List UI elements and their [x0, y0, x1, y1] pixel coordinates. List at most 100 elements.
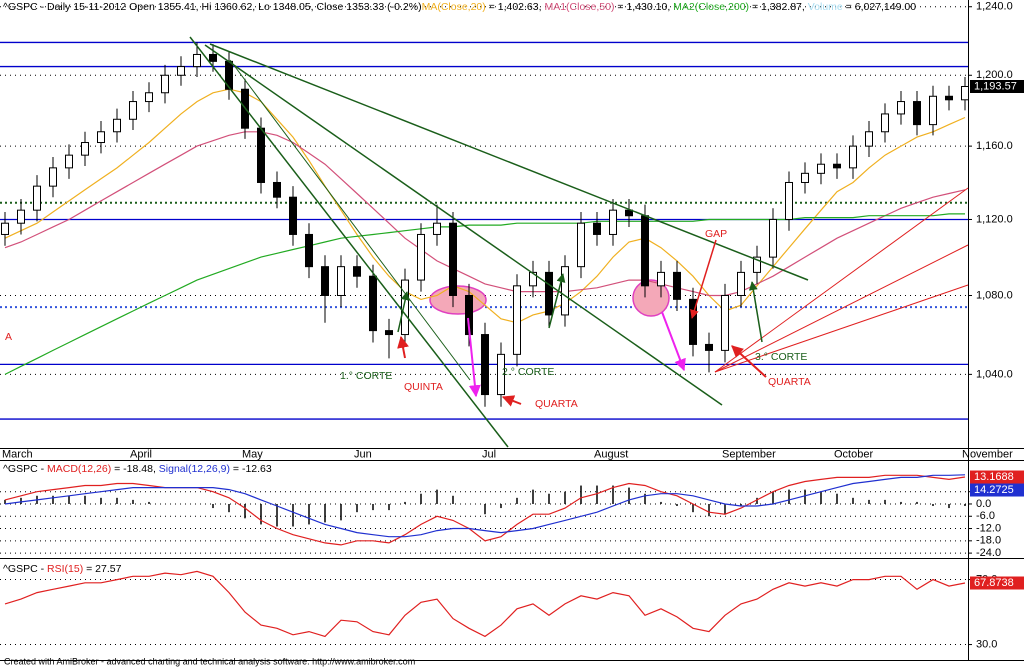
- candle-body: [833, 163, 841, 169]
- trend-line: [204, 44, 723, 406]
- moving-average: [4, 213, 965, 375]
- annotation: A: [5, 331, 12, 343]
- candle-body: [177, 66, 185, 76]
- legend-name: MA2(Close,200): [673, 1, 749, 13]
- legend-name: Volume: [808, 1, 843, 13]
- legend-name: RSI(15): [47, 563, 83, 575]
- candle-body: [545, 271, 553, 316]
- y-tick-label: 1,200.0: [976, 69, 1013, 81]
- candle-body: [577, 222, 585, 268]
- x-tick-label: Jun: [354, 448, 372, 460]
- candle-body: [369, 275, 377, 332]
- legend-value: = 1,382.87,: [749, 1, 808, 13]
- y-tick-label: 1,040.0: [976, 368, 1013, 380]
- arrow: [397, 291, 410, 333]
- candle-body: [385, 330, 393, 336]
- candle-body: [289, 196, 297, 235]
- candle-body: [273, 181, 281, 198]
- arrow: [690, 239, 717, 319]
- x-tick-label: March: [2, 448, 33, 460]
- annotation: QUARTA: [535, 398, 578, 410]
- header-title: ^GSPC -: [3, 563, 47, 575]
- candle-body: [881, 113, 889, 133]
- candle-body: [417, 233, 425, 281]
- arrow: [748, 281, 763, 343]
- candle-body: [689, 298, 697, 345]
- x-tick-label: April: [130, 448, 152, 460]
- candle-body: [817, 163, 825, 174]
- x-tick-label: May: [242, 448, 263, 460]
- y-tick-label: 1,120.0: [976, 213, 1013, 225]
- candle-body: [769, 218, 777, 258]
- candle-body: [353, 266, 361, 277]
- legend-value: = 6,027,149.00: [843, 1, 916, 13]
- candle-body: [657, 271, 665, 287]
- candle-body: [33, 185, 41, 211]
- legend-name: MA1(Close,50): [544, 1, 614, 13]
- candle-body: [513, 285, 521, 355]
- candle-body: [593, 222, 601, 235]
- candle-body: [929, 95, 937, 126]
- candle-body: [17, 209, 25, 224]
- header-title: ^GSPC -: [3, 463, 47, 475]
- y-tick-label: -18.0: [976, 535, 1001, 547]
- candle-body: [737, 271, 745, 296]
- candle-body: [257, 127, 265, 183]
- y-tick-label: 1,160.0: [976, 140, 1013, 152]
- legend-value: = 1,402.63,: [486, 1, 545, 13]
- candle-body: [641, 215, 649, 287]
- last-value-box: [970, 79, 1024, 93]
- candle-body: [145, 92, 153, 103]
- candle-body: [705, 343, 713, 351]
- y-tick-label: 30.0: [976, 638, 997, 650]
- annotation: QUARTA: [768, 376, 811, 388]
- candle-body: [609, 209, 617, 235]
- y-tick-label: -6.0: [976, 510, 995, 522]
- candle-body: [129, 101, 137, 120]
- moving-average: [4, 131, 966, 297]
- last-value-box: [970, 483, 1024, 497]
- candle-body: [193, 53, 201, 68]
- fan-line: [714, 187, 969, 373]
- header-title: ^GSPC - Daily 15-11-2012 Open 1355.41, H…: [3, 1, 422, 13]
- legend-name: MACD(12,26): [47, 463, 111, 475]
- candle-body: [961, 85, 969, 101]
- candle-body: [401, 279, 409, 336]
- candle-body: [113, 118, 121, 133]
- candle-body: [1, 222, 9, 235]
- candle-body: [529, 271, 537, 287]
- trend-drawings: [189, 36, 969, 448]
- legend-name: Signal(12,26,9): [159, 463, 230, 475]
- candle-body: [161, 74, 169, 94]
- last-value-label: 13.1688: [974, 471, 1014, 483]
- x-tick-label: September: [722, 448, 776, 460]
- candle-body: [897, 101, 905, 115]
- annotation: GAP: [705, 228, 727, 240]
- legend-value: = 1,430.10,: [614, 1, 673, 13]
- legend-value: = -18.48,: [111, 463, 159, 475]
- y-tick-label: -12.0: [976, 522, 1001, 534]
- x-tick-label: November: [962, 448, 1013, 460]
- panel-header: ^GSPC - Daily 15-11-2012 Open 1355.41, H…: [3, 1, 916, 13]
- trend-line: [229, 59, 471, 381]
- candle-body: [305, 233, 313, 268]
- fan-line: [714, 284, 969, 373]
- arrow: [661, 311, 686, 372]
- x-tick-label: October: [834, 448, 873, 460]
- annotation: 3.° CORTE: [755, 351, 807, 363]
- annotation: 1.° CORTE: [340, 370, 392, 382]
- legend-name: MA(Close,20): [422, 1, 486, 13]
- candle-body: [561, 266, 569, 316]
- y-tick-label: 0.0: [976, 498, 991, 510]
- last-value-label: 67.8738: [974, 577, 1014, 589]
- candle-body: [673, 271, 681, 300]
- candle-body: [321, 266, 329, 296]
- candle-body: [913, 101, 921, 126]
- indicator-line: [4, 570, 966, 638]
- trend-line: [189, 36, 509, 448]
- candle-body: [945, 95, 953, 101]
